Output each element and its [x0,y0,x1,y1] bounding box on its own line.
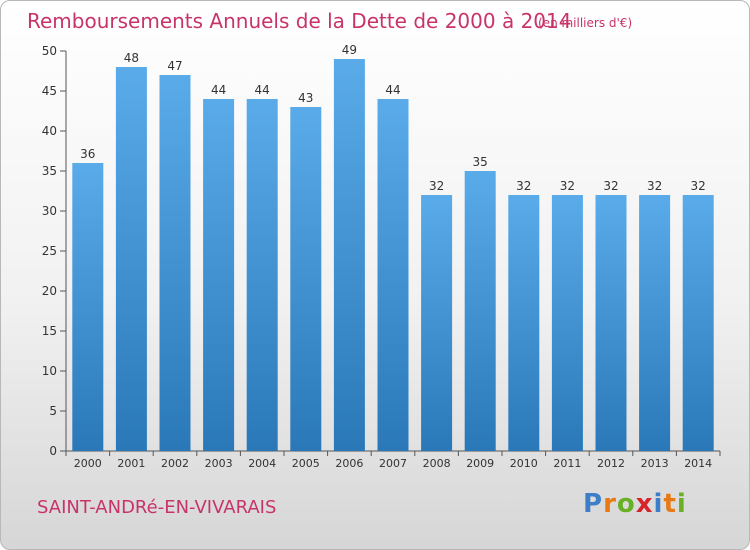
x-tick-label: 2003 [205,457,233,470]
chart-subtitle: (en milliers d'€) [538,16,633,30]
data-label: 43 [298,91,313,105]
bar [682,195,714,451]
chart-title: Remboursements Annuels de la Dette de 20… [27,9,572,33]
commune-name: SAINT-ANDRé-EN-VIVARAIS [37,497,277,518]
data-label: 48 [124,51,139,65]
x-tick-label: 2005 [292,457,320,470]
y-tick-label: 15 [42,324,57,338]
y-tick-label: 10 [42,364,57,378]
logo-letter: r [603,489,617,519]
y-tick-label: 25 [42,244,57,258]
logo-letter: i [676,489,687,519]
y-tick-label: 20 [42,284,57,298]
x-tick-label: 2008 [423,457,451,470]
bar [377,99,409,451]
data-label: 35 [473,155,488,169]
data-label: 32 [647,179,662,193]
data-label: 32 [516,179,531,193]
data-label: 32 [691,179,706,193]
x-tick-label: 2009 [466,457,494,470]
bar [639,195,671,451]
bar [72,163,104,451]
y-tick-label: 5 [49,404,57,418]
logo-letter: t [663,489,677,519]
y-tick-label: 45 [42,84,57,98]
x-tick-label: 2010 [510,457,538,470]
x-tick-label: 2002 [161,457,189,470]
x-tick-label: 2004 [248,457,276,470]
bar [203,99,235,451]
bar [464,171,496,451]
data-label: 32 [429,179,444,193]
bar [508,195,540,451]
bar [290,107,322,451]
logo-letter: x [635,489,654,519]
y-tick-label: 0 [49,444,57,458]
data-label: 32 [560,179,575,193]
y-tick-label: 40 [42,124,57,138]
data-label: 36 [80,147,95,161]
data-label: 47 [167,59,182,73]
x-tick-label: 2013 [641,457,669,470]
x-tick-label: 2001 [117,457,145,470]
bar [421,195,453,451]
data-label: 49 [342,43,357,57]
bar [595,195,627,451]
x-tick-label: 2007 [379,457,407,470]
x-tick-label: 2006 [335,457,363,470]
logo-letter: o [616,489,636,519]
bar [246,99,278,451]
x-tick-label: 2011 [553,457,581,470]
data-label: 44 [211,83,226,97]
data-label: 44 [385,83,400,97]
logo-letter: i [653,489,664,519]
y-tick-label: 35 [42,164,57,178]
x-tick-label: 2000 [74,457,102,470]
proxiti-logo: Proxiti [583,489,687,519]
x-tick-label: 2012 [597,457,625,470]
data-label: 44 [255,83,270,97]
bar [159,75,191,451]
bar [115,67,147,451]
bar [333,59,365,451]
y-tick-label: 50 [42,44,57,58]
logo-letter: P [583,489,604,519]
x-tick-label: 2014 [684,457,712,470]
data-label: 32 [603,179,618,193]
y-tick-label: 30 [42,204,57,218]
bar [551,195,583,451]
